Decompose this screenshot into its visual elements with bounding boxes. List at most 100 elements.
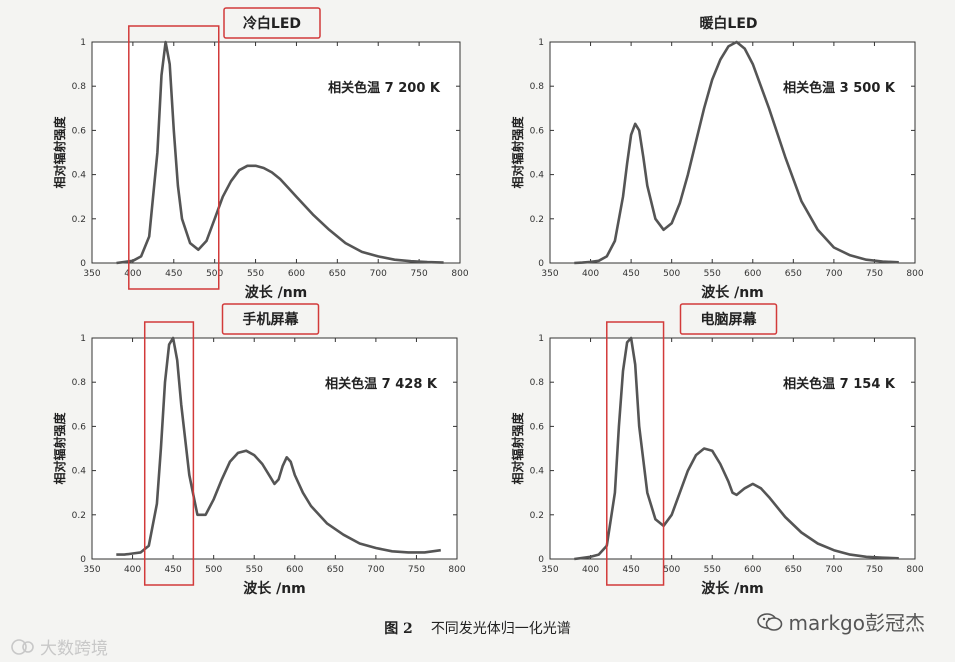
figure-caption: 图 2 不同发光体归一化光谱 (0, 618, 955, 638)
chart-panel-2: 350 400 450 500 550 600 650 700 750 800 0 0.2 0.4 0.6… (510, 15, 924, 301)
y-tick-label: 0 (80, 555, 86, 565)
y-tick-label: 0.8 (72, 82, 87, 92)
plot-area (549, 337, 916, 560)
cct-annotation: 相关色温 7 154 K (783, 376, 896, 392)
cct-annotation: 相关色温 7 200 K (328, 80, 441, 96)
y-tick-label: 0 (538, 259, 544, 269)
x-tick-label: 400 (124, 269, 141, 279)
x-tick-label: 700 (367, 565, 384, 575)
watermark-right: markgo彭冠杰 (756, 607, 925, 636)
x-tick-label: 750 (866, 565, 883, 575)
x-tick-label: 450 (623, 269, 640, 279)
x-tick-label: 500 (663, 565, 680, 575)
spectrum-curve (574, 40, 899, 265)
y-tick-label: 0.4 (530, 467, 545, 477)
brand-logo-icon (11, 638, 34, 655)
x-tick-label: 650 (329, 269, 346, 279)
spectrum-curve (116, 336, 441, 556)
y-tick-label: 0.6 (72, 126, 87, 136)
cct-annotation: 相关色温 7 428 K (325, 376, 438, 392)
watermark-right-text: markgo彭冠杰 (788, 611, 925, 635)
x-axis-label: 波长 /nm (245, 284, 308, 301)
y-tick-label: 0.2 (72, 215, 86, 225)
figure-caption-text: 不同发光体归一化光谱 (430, 621, 571, 637)
x-axis-label: 波长 /nm (701, 580, 764, 597)
x-tick-label: 700 (825, 565, 842, 575)
x-tick-label: 650 (327, 565, 344, 575)
title-highlight-box (221, 303, 320, 335)
plot-area (91, 41, 461, 264)
x-tick-label: 350 (541, 269, 558, 279)
y-tick-label: 0.2 (530, 511, 544, 521)
y-axis-label: 相对辐射强度 (52, 412, 67, 485)
x-tick-label: 500 (205, 565, 222, 575)
chart-panel-1: 350 400 450 500 550 600 650 700 750 800 0 0.2 0.4 0.6… (52, 7, 469, 301)
blue-peak-highlight-box (128, 25, 220, 290)
spectrum-curve (116, 40, 444, 265)
y-tick-label: 0.6 (530, 126, 545, 136)
y-tick-label: 0.4 (72, 171, 87, 181)
y-axis-label: 相对辐射强度 (52, 116, 67, 189)
y-tick-label: 0.4 (72, 467, 87, 477)
x-tick-label: 800 (906, 565, 923, 575)
x-tick-label: 400 (582, 565, 599, 575)
x-tick-label: 550 (247, 269, 264, 279)
y-tick-label: 0.6 (530, 422, 545, 432)
x-tick-label: 600 (744, 269, 761, 279)
x-tick-label: 750 (411, 269, 428, 279)
x-tick-label: 350 (83, 269, 100, 279)
plot-area (91, 337, 458, 560)
y-axis-label: 相对辐射强度 (510, 116, 525, 189)
x-tick-label: 450 (165, 565, 182, 575)
x-tick-label: 500 (206, 269, 223, 279)
x-tick-label: 700 (370, 269, 387, 279)
watermark-left-text: 大数跨境 (40, 639, 108, 659)
x-tick-label: 800 (451, 269, 468, 279)
x-tick-label: 650 (785, 565, 802, 575)
blue-peak-highlight-box (143, 321, 195, 586)
x-tick-label: 550 (246, 565, 263, 575)
x-tick-label: 400 (582, 269, 599, 279)
x-tick-label: 750 (408, 565, 425, 575)
x-tick-label: 350 (83, 565, 100, 575)
y-tick-label: 1 (80, 38, 86, 48)
title-highlight-box (679, 303, 778, 335)
x-tick-label: 800 (448, 565, 465, 575)
y-tick-label: 0.2 (530, 215, 544, 225)
x-tick-label: 600 (286, 565, 303, 575)
y-tick-label: 0.4 (530, 171, 545, 181)
y-tick-label: 1 (80, 334, 86, 344)
x-tick-label: 750 (866, 269, 883, 279)
y-tick-label: 0.8 (530, 378, 545, 388)
y-tick-label: 0 (80, 259, 86, 269)
chart-title: 暖白LED (699, 15, 757, 32)
x-tick-label: 450 (623, 565, 640, 575)
x-tick-label: 350 (541, 565, 558, 575)
chart-title: 电脑屏幕 (701, 311, 758, 328)
x-tick-label: 800 (906, 269, 923, 279)
x-tick-label: 550 (704, 269, 721, 279)
chart-title: 手机屏幕 (243, 311, 300, 328)
x-tick-label: 500 (663, 269, 680, 279)
title-highlight-box (223, 7, 321, 39)
chart-panel-3: 350 400 450 500 550 600 650 700 750 800 0 0.2 0.4 0.6… (52, 303, 466, 597)
y-tick-label: 1 (538, 334, 544, 344)
x-tick-label: 700 (825, 269, 842, 279)
blue-peak-highlight-box (606, 321, 665, 586)
spectrum-curve (574, 336, 899, 561)
y-tick-label: 0.6 (72, 422, 87, 432)
cct-annotation: 相关色温 3 500 K (783, 80, 896, 96)
plot-area (549, 41, 916, 264)
x-axis-label: 波长 /nm (243, 580, 306, 597)
figure-number: 图 2 (384, 621, 413, 637)
y-tick-label: 0.2 (72, 511, 86, 521)
x-tick-label: 550 (704, 565, 721, 575)
chart-title: 冷白LED (243, 15, 301, 32)
x-tick-label: 600 (288, 269, 305, 279)
x-tick-label: 400 (124, 565, 141, 575)
wechat-icon (756, 612, 782, 631)
y-tick-label: 0.8 (72, 378, 87, 388)
y-tick-label: 1 (538, 38, 544, 48)
x-tick-label: 450 (165, 269, 182, 279)
